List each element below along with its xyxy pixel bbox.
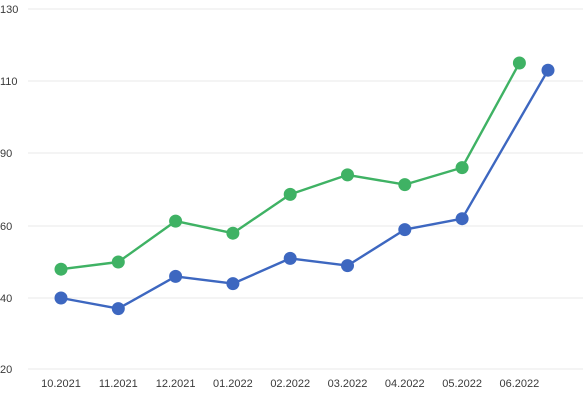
grid-lines: [28, 8, 583, 370]
x-tick-label: 04.2022: [385, 378, 425, 390]
data-point: [54, 291, 68, 305]
x-tick-label: 06.2022: [500, 378, 540, 390]
series-line: [59, 61, 521, 271]
y-tick-label: 40: [0, 293, 12, 305]
series-layer: [54, 56, 555, 316]
x-tick-label: 02.2022: [270, 378, 310, 390]
y-tick-label: 20: [0, 364, 12, 376]
x-tick-label: 01.2022: [213, 378, 253, 390]
data-point: [455, 161, 469, 175]
data-point: [111, 255, 125, 269]
y-tick-label: 90: [0, 148, 12, 160]
x-tick-label: 10.2021: [41, 378, 81, 390]
data-point: [169, 214, 183, 228]
y-tick-label: 130: [0, 4, 18, 16]
y-tick-label: 110: [0, 76, 18, 88]
x-axis: 10.2021 11.2021 12.2021 01.2022 02.2022 03.20…: [41, 378, 539, 390]
x-tick-label: 03.2022: [328, 378, 368, 390]
x-tick-label: 05.2022: [442, 378, 482, 390]
data-point: [283, 187, 297, 201]
data-point: [398, 178, 412, 192]
series-1: [54, 63, 555, 316]
series-2: [54, 56, 526, 276]
x-tick-label: 11.2021: [99, 378, 138, 390]
data-point: [226, 226, 240, 240]
data-point: [398, 223, 412, 237]
data-point: [512, 56, 526, 70]
data-point: [455, 212, 469, 226]
data-point: [341, 259, 354, 273]
x-tick-label: 12.2021: [156, 378, 196, 390]
data-point: [283, 251, 297, 265]
data-point: [111, 302, 125, 316]
data-point: [54, 262, 68, 276]
data-point: [169, 269, 183, 283]
data-point: [541, 63, 555, 77]
y-axis: 20 40 60 90 110 130: [0, 4, 18, 376]
y-tick-label: 60: [0, 221, 12, 233]
data-point: [341, 168, 354, 182]
data-point: [226, 277, 240, 291]
